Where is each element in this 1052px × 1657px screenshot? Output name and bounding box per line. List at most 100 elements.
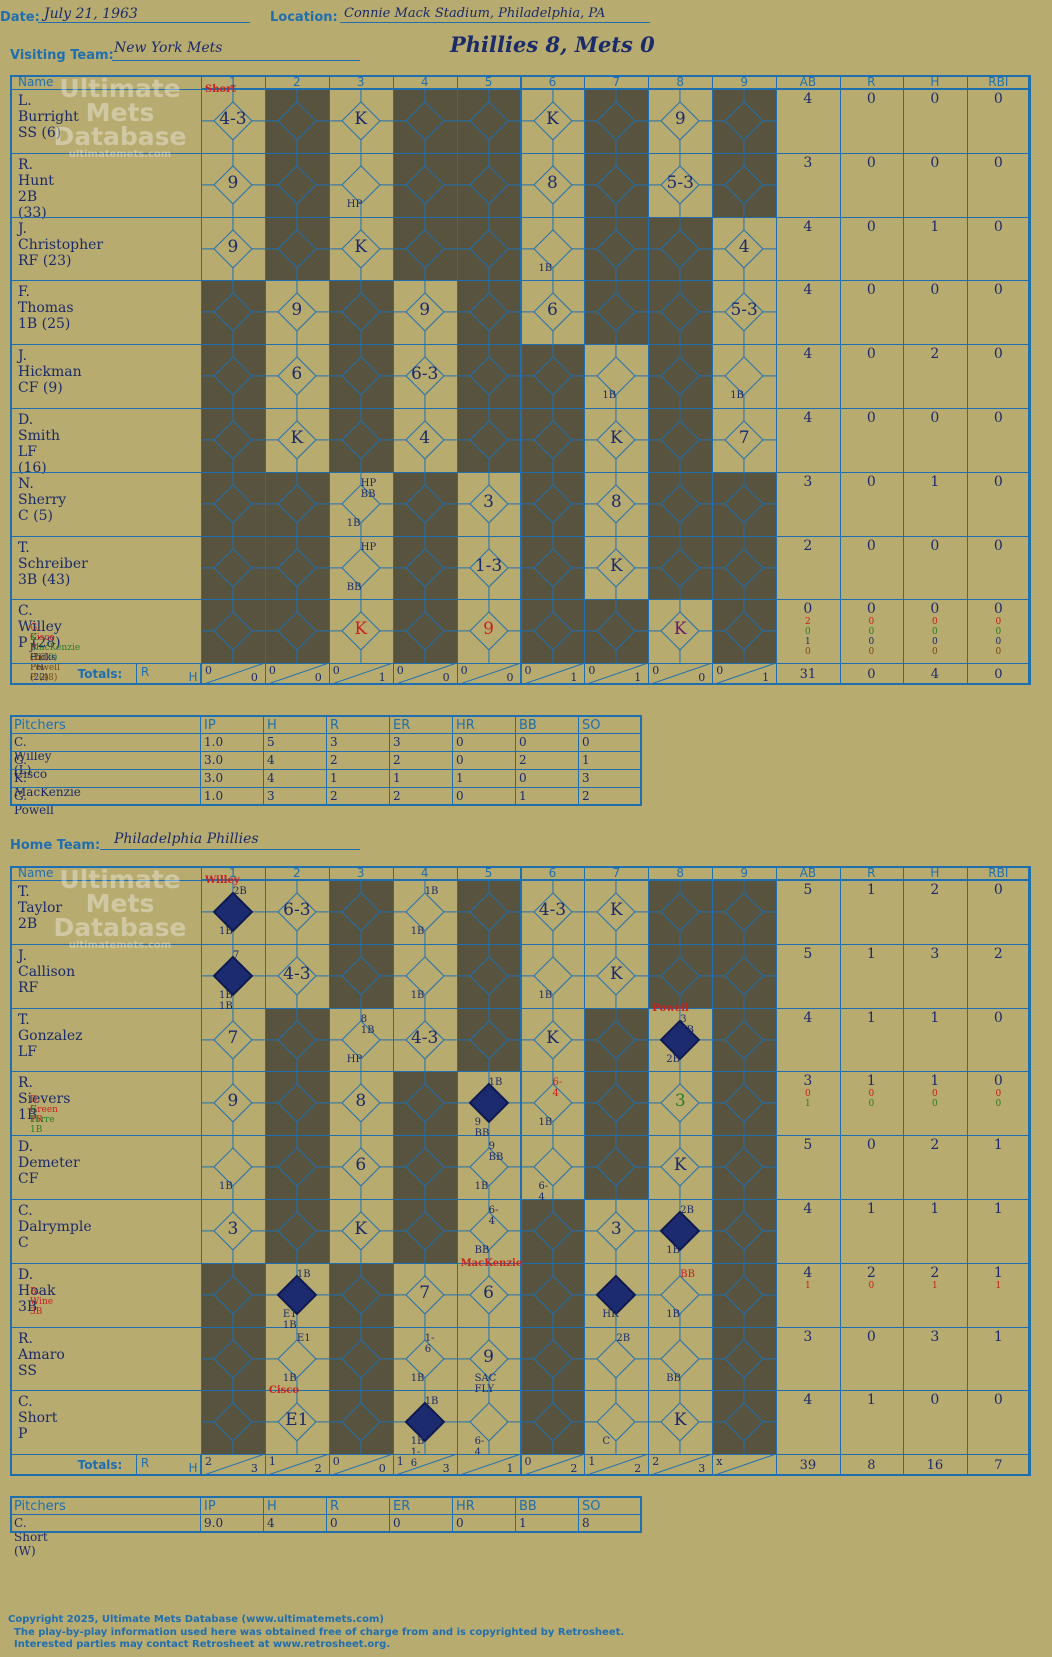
play-result: 8: [355, 1091, 367, 1112]
stat-total-cell: [966, 1454, 1032, 1477]
diamond-icon: [584, 1007, 649, 1072]
diamond-icon: [264, 943, 329, 1008]
stat-value: 5: [803, 945, 813, 962]
pitching-change-note: Powell: [652, 1002, 689, 1014]
diamond-icon: [520, 880, 585, 944]
stat-header-cell: [903, 866, 968, 880]
pitcher-stat: 2: [330, 789, 338, 803]
play-result: K: [609, 900, 623, 920]
stat-header: H: [930, 75, 940, 89]
stat-header-cell: [966, 866, 1032, 880]
stat-value: 2: [930, 1137, 940, 1154]
diamond-icon: [584, 471, 649, 536]
play-result: 3: [483, 491, 494, 512]
stat-value: 0: [993, 537, 1003, 554]
diamond-icon: [648, 599, 713, 664]
inning-header: 8: [676, 75, 685, 89]
inning-header-cell: [456, 75, 522, 89]
sub-stat-value: 0: [804, 627, 811, 638]
diamond-icon: [520, 1390, 585, 1455]
inning-runs: 1: [588, 1455, 596, 1469]
watermark-text: Ultimate: [59, 74, 181, 103]
play-result: K: [354, 109, 368, 129]
play-detail-top: HP: [360, 541, 377, 553]
play-result: K: [609, 428, 623, 448]
play-detail: HR: [602, 1308, 619, 1320]
inning-header-cell: [456, 866, 522, 880]
diamond-icon: [584, 408, 649, 472]
pitcher-header: IP: [204, 718, 216, 733]
play-result: 4-3: [219, 109, 247, 129]
play-result: K: [354, 236, 368, 257]
inning-header: 2: [293, 866, 301, 880]
diamond-icon: [456, 1262, 521, 1327]
play-result: 5-3: [730, 300, 758, 321]
inning-header: 9: [740, 75, 748, 89]
play-detail: 1B: [538, 262, 553, 274]
diamond-icon: [712, 1071, 777, 1136]
stat-header: R: [867, 866, 876, 880]
diamond-icon: [520, 1326, 585, 1391]
diamond-icon: [712, 280, 777, 345]
diamond-icon: [392, 1071, 457, 1136]
inning-header-cell: [328, 75, 394, 89]
stat-value: 0: [866, 1137, 876, 1154]
inning-header: 2: [293, 75, 301, 89]
play-result: 6: [355, 1155, 367, 1176]
diamond-icon: [456, 599, 521, 664]
diamond-icon: [520, 280, 585, 345]
diamond-icon: [648, 535, 713, 600]
inning-hits: 0: [442, 671, 450, 685]
play-result: 8: [610, 491, 622, 512]
player-name: J. Callison RF: [18, 947, 76, 996]
stat-value: 4: [803, 346, 813, 363]
player-name: C. Dalrymple C: [18, 1203, 92, 1251]
diamond-icon: [264, 344, 329, 408]
inning-hits: 0: [378, 1462, 386, 1476]
play-result: 6-3: [283, 900, 311, 920]
stat-value: 1: [866, 1392, 876, 1409]
pitcher-header: H: [267, 718, 277, 733]
stat-value: 0: [866, 601, 876, 618]
sub-stat-value: 0: [868, 1099, 875, 1110]
stat-value: 3: [803, 473, 813, 490]
diamond-icon: [201, 599, 265, 664]
inning-header-cell: [712, 75, 778, 89]
inning-hits: 3: [250, 1462, 258, 1476]
diamond-icon: [328, 1007, 393, 1072]
diamond-icon: [201, 1007, 265, 1072]
inning-hits: 1: [506, 1462, 514, 1476]
diamond-icon: [201, 1071, 265, 1136]
play-result: K: [673, 1155, 687, 1176]
stat-value: 0: [993, 218, 1003, 235]
play-detail-top: HP BB: [360, 477, 377, 500]
play-detail-top: 9 BB: [488, 1141, 504, 1164]
footer-retrosheet: The play-by-play information used here w…: [14, 1627, 625, 1638]
diamond-icon: [328, 535, 393, 600]
game-location: Connie Mack Stadium, Philadelphia, PA: [344, 6, 606, 21]
play-detail-top: 1B: [296, 1268, 311, 1280]
diamond-icon: [456, 471, 521, 536]
sub-stat-value: 0: [868, 647, 875, 658]
totals-slash: [584, 1454, 649, 1477]
inning-hits: 0: [506, 671, 514, 685]
stat-value: 4: [803, 91, 813, 107]
play-detail-top: 3 2B: [680, 1013, 695, 1036]
visiting-team-label: Visiting Team:: [10, 48, 114, 63]
pitcher-stat: 0: [456, 753, 464, 767]
diamond-icon: [201, 1135, 265, 1199]
player-name: R. Hunt 2B (33): [18, 156, 54, 221]
play-detail: 1B: [666, 1308, 681, 1320]
stat-total: 4: [930, 667, 939, 683]
diamond-icon: [584, 1199, 649, 1263]
play-detail: HP: [346, 1053, 363, 1065]
player-name: L. Burright SS (6): [18, 93, 79, 141]
inning-runs: 0: [716, 664, 724, 678]
diamond-icon: [392, 880, 457, 944]
inning-runs: 0: [332, 664, 340, 678]
sub-stat-value: 0: [995, 637, 1002, 648]
diamond-icon: [456, 1135, 521, 1199]
sub-stat-value: 0: [931, 1099, 938, 1110]
stat-value: 0: [993, 154, 1003, 171]
pitcher-header: SO: [582, 718, 601, 733]
